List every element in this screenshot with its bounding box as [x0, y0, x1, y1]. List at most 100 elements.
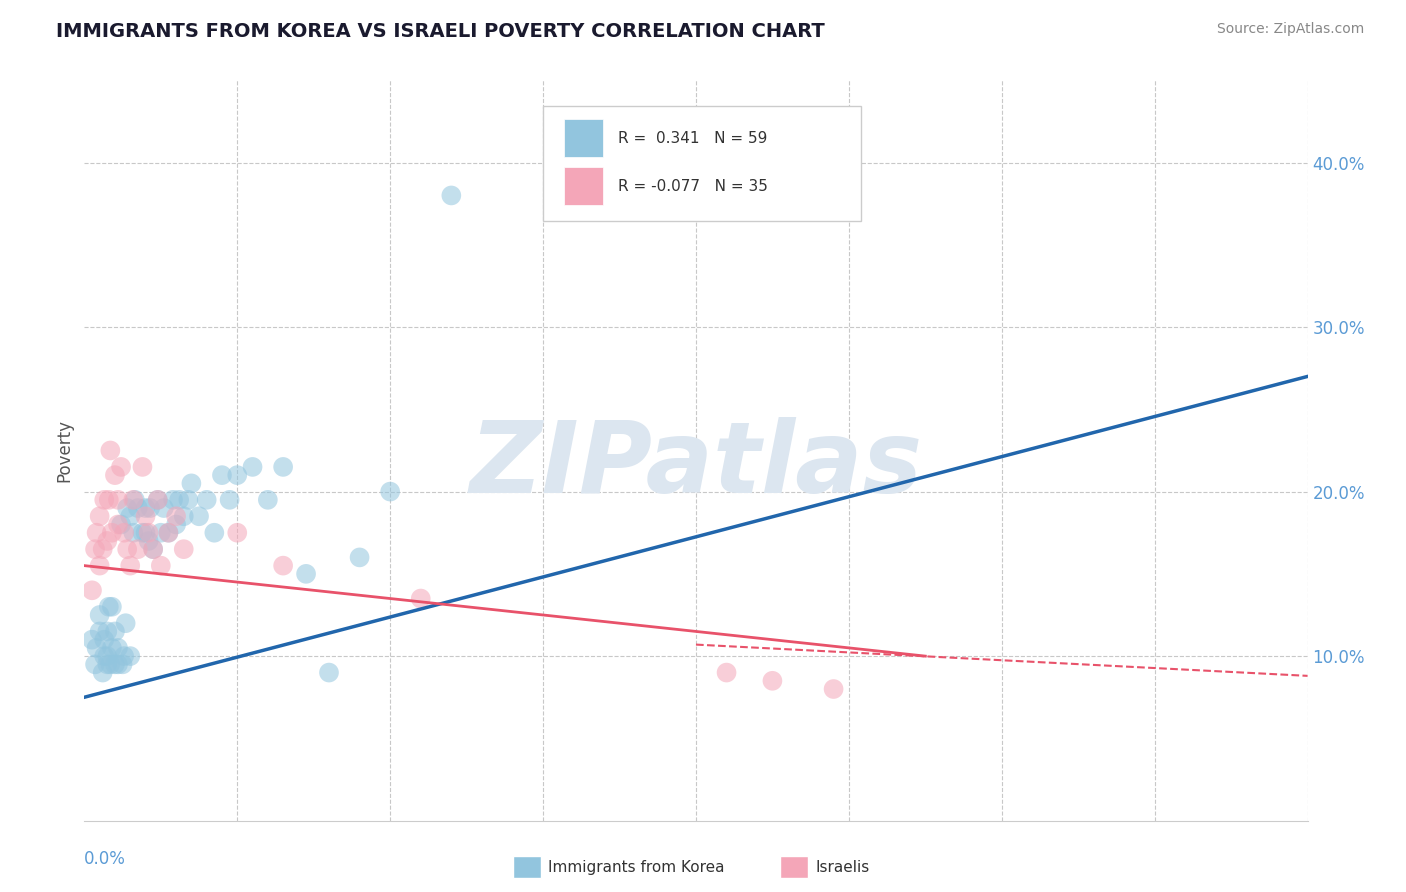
Point	[98, 657, 121, 672]
Point	[115, 542, 138, 557]
Point	[122, 525, 145, 540]
Point	[823, 681, 845, 696]
Point	[153, 501, 176, 516]
Text: R =  0.341   N = 59: R = 0.341 N = 59	[617, 130, 768, 145]
Point	[173, 509, 195, 524]
Point	[120, 558, 142, 573]
Point	[295, 566, 318, 581]
Point	[96, 624, 118, 639]
Point	[409, 591, 432, 606]
Point	[86, 640, 108, 655]
Point	[91, 665, 114, 680]
Point	[149, 525, 172, 540]
Point	[89, 624, 111, 639]
Point	[271, 459, 294, 474]
Point	[135, 525, 157, 540]
Point	[135, 501, 157, 516]
Point	[114, 616, 136, 631]
Point	[115, 501, 138, 516]
Point	[89, 558, 111, 573]
Point	[104, 468, 127, 483]
Point	[180, 476, 202, 491]
Point	[131, 459, 153, 474]
Point	[120, 649, 142, 664]
Point	[165, 517, 187, 532]
Point	[271, 558, 294, 573]
Bar	[564, 119, 603, 157]
Point	[127, 501, 149, 516]
Point	[349, 550, 371, 565]
Point	[112, 649, 135, 664]
Point	[84, 542, 107, 557]
Text: Israelis: Israelis	[815, 860, 870, 874]
Bar	[564, 167, 603, 205]
Point	[226, 525, 249, 540]
Point	[80, 632, 103, 647]
Text: ZIPatlas: ZIPatlas	[470, 417, 922, 514]
Text: R = -0.077   N = 35: R = -0.077 N = 35	[617, 178, 768, 194]
Point	[211, 468, 233, 483]
Point	[101, 599, 124, 614]
Point	[98, 443, 121, 458]
Point	[89, 509, 111, 524]
Point	[110, 517, 132, 532]
Point	[149, 558, 172, 573]
Point	[122, 492, 145, 507]
Point	[127, 542, 149, 557]
Point	[138, 525, 160, 540]
Point	[242, 459, 264, 474]
Point	[97, 599, 120, 614]
Point	[138, 533, 160, 548]
Point	[111, 657, 134, 672]
Point	[107, 517, 129, 532]
Point	[101, 640, 124, 655]
Point	[104, 624, 127, 639]
Point	[93, 649, 115, 664]
Point	[96, 649, 118, 664]
Point	[110, 459, 132, 474]
Point	[93, 492, 115, 507]
Point	[80, 583, 103, 598]
Point	[101, 525, 124, 540]
Point	[173, 542, 195, 557]
Text: Immigrants from Korea: Immigrants from Korea	[548, 860, 725, 874]
Point	[131, 525, 153, 540]
Point	[112, 525, 135, 540]
Point	[177, 492, 200, 507]
Point	[142, 542, 165, 557]
Point	[86, 525, 108, 540]
Text: 0.0%: 0.0%	[84, 850, 127, 868]
Point	[107, 492, 129, 507]
Point	[157, 525, 180, 540]
Point	[162, 492, 184, 507]
Text: IMMIGRANTS FROM KOREA VS ISRAELI POVERTY CORRELATION CHART: IMMIGRANTS FROM KOREA VS ISRAELI POVERTY…	[56, 22, 825, 41]
Point	[761, 673, 783, 688]
Point	[157, 525, 180, 540]
Y-axis label: Poverty: Poverty	[55, 419, 73, 482]
Text: Source: ZipAtlas.com: Source: ZipAtlas.com	[1216, 22, 1364, 37]
Point	[124, 492, 146, 507]
Point	[107, 640, 129, 655]
Point	[218, 492, 240, 507]
Point	[104, 657, 127, 672]
Point	[257, 492, 280, 507]
Point	[146, 492, 169, 507]
Point	[91, 542, 114, 557]
FancyBboxPatch shape	[543, 106, 860, 221]
Point	[318, 665, 340, 680]
Point	[142, 542, 165, 557]
Point	[135, 509, 157, 524]
Point	[226, 468, 249, 483]
Point	[96, 657, 118, 672]
Point	[167, 492, 190, 507]
Point	[89, 607, 111, 622]
Point	[120, 509, 142, 524]
Point	[93, 632, 115, 647]
Point	[380, 484, 402, 499]
Point	[716, 665, 738, 680]
Point	[440, 188, 463, 202]
Point	[195, 492, 218, 507]
Point	[139, 501, 162, 516]
Point	[165, 509, 187, 524]
Point	[202, 525, 225, 540]
